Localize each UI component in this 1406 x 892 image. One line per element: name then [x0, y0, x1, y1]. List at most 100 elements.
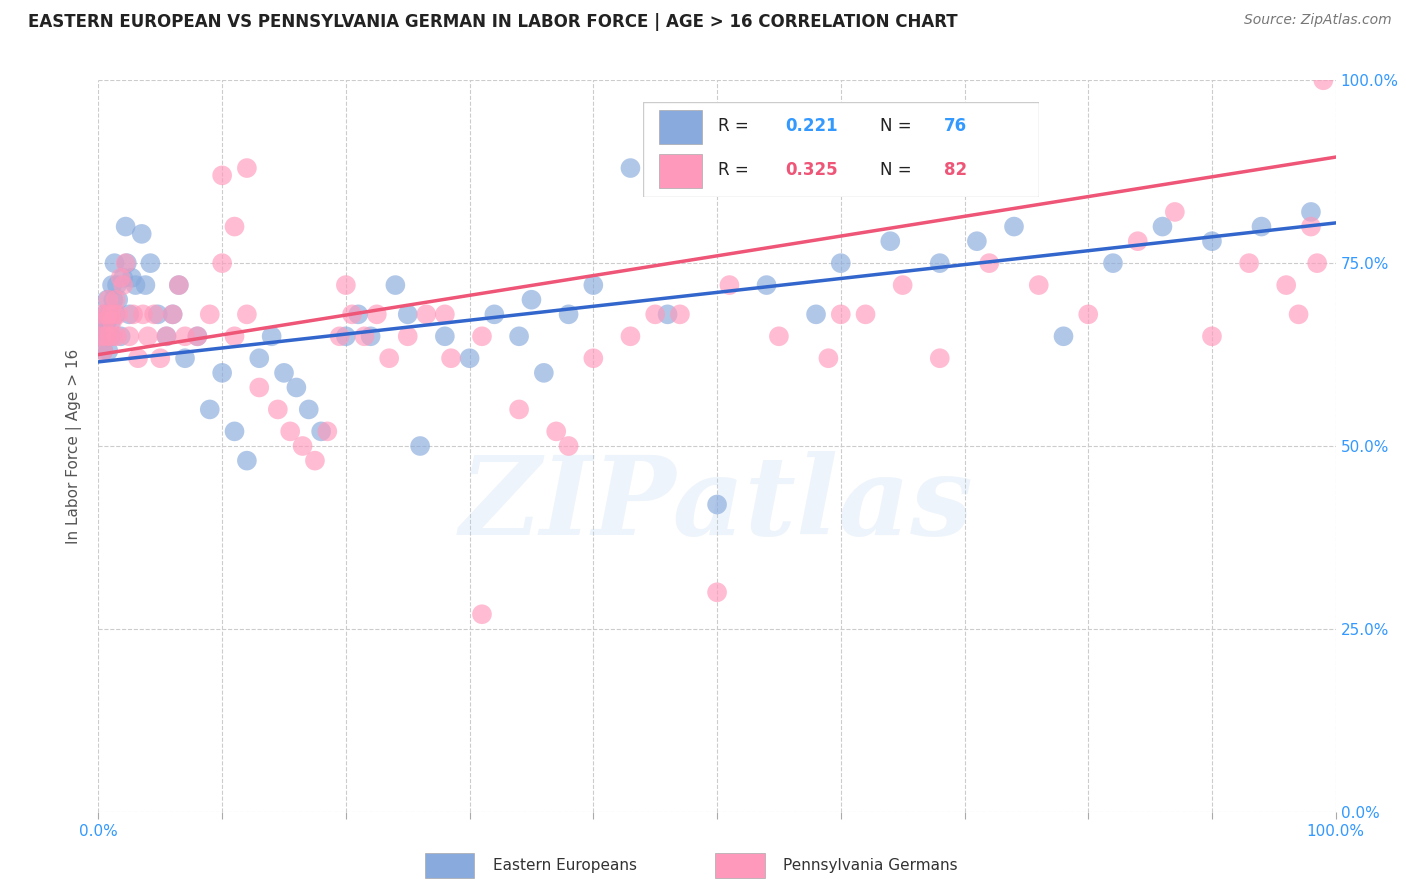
Point [247, 380, 270, 394]
Point [1077, 307, 1099, 321]
Point [112, 278, 135, 293]
Point [291, 439, 314, 453]
Point [236, 307, 259, 321]
Point [98, 329, 121, 343]
Point [103, 329, 125, 343]
Point [98, 329, 121, 343]
Point [174, 351, 197, 366]
Point [224, 329, 246, 343]
Text: 0.325: 0.325 [786, 161, 838, 179]
Point [100, 329, 122, 343]
Point [384, 278, 406, 293]
Point [546, 425, 568, 439]
Point [155, 329, 177, 343]
FancyBboxPatch shape [716, 853, 765, 878]
Point [94, 329, 117, 343]
Point [105, 329, 128, 343]
Point [121, 270, 143, 285]
Point [335, 278, 357, 293]
Point [1288, 307, 1310, 321]
Point [1102, 256, 1125, 270]
Point [804, 307, 827, 321]
Point [1250, 219, 1272, 234]
Point [122, 307, 145, 321]
Point [114, 256, 136, 270]
Y-axis label: In Labor Force | Age > 16: In Labor Force | Age > 16 [66, 349, 83, 543]
Text: N =: N = [880, 161, 917, 179]
Point [118, 329, 141, 343]
Point [309, 425, 332, 439]
Point [101, 315, 124, 329]
Text: ZIPatlas: ZIPatlas [460, 450, 974, 558]
Point [267, 402, 290, 417]
Point [817, 351, 839, 366]
Point [114, 219, 136, 234]
Text: Eastern Europeans: Eastern Europeans [492, 858, 637, 872]
FancyBboxPatch shape [425, 853, 474, 878]
Point [347, 307, 370, 321]
Point [484, 307, 506, 321]
Point [96, 293, 118, 307]
Point [97, 343, 120, 358]
Point [103, 256, 125, 270]
Point [93, 307, 115, 321]
Point [101, 278, 124, 293]
Point [830, 307, 852, 321]
Point [396, 307, 419, 321]
Point [340, 307, 363, 321]
Point [155, 329, 177, 343]
Point [1002, 219, 1025, 234]
Point [1201, 329, 1223, 343]
Point [335, 329, 357, 343]
Point [90, 329, 112, 343]
Point [131, 227, 153, 241]
Point [366, 307, 388, 321]
Point [471, 329, 494, 343]
Point [1312, 73, 1334, 87]
Point [162, 307, 184, 321]
Point [304, 453, 326, 467]
Point [415, 307, 437, 321]
Point [557, 307, 579, 321]
Point [100, 307, 122, 321]
Point [104, 293, 127, 307]
Point [146, 307, 169, 321]
Point [1126, 234, 1149, 248]
Point [162, 307, 184, 321]
Point [93, 322, 115, 336]
Point [718, 278, 741, 293]
Point [107, 307, 129, 321]
Text: 82: 82 [943, 161, 967, 179]
Point [755, 278, 778, 293]
Point [104, 307, 127, 321]
Point [93, 343, 115, 358]
Point [115, 256, 138, 270]
Point [396, 329, 419, 343]
Point [458, 351, 481, 366]
Point [103, 293, 125, 307]
Point [139, 256, 162, 270]
Point [1028, 278, 1050, 293]
Point [1299, 219, 1322, 234]
Point [118, 307, 141, 321]
Point [149, 351, 172, 366]
Point [236, 453, 259, 467]
Point [211, 366, 233, 380]
Point [236, 161, 259, 175]
Point [110, 270, 132, 285]
Point [706, 585, 728, 599]
Point [91, 307, 114, 321]
Point [211, 169, 233, 183]
Point [378, 351, 401, 366]
Point [360, 329, 382, 343]
FancyBboxPatch shape [658, 110, 702, 145]
Point [107, 293, 129, 307]
Point [706, 498, 728, 512]
Point [96, 315, 118, 329]
Point [440, 351, 463, 366]
Text: EASTERN EUROPEAN VS PENNSYLVANIA GERMAN IN LABOR FORCE | AGE > 16 CORRELATION CH: EASTERN EUROPEAN VS PENNSYLVANIA GERMAN … [28, 13, 957, 31]
Point [167, 278, 190, 293]
Point [186, 329, 208, 343]
Point [174, 329, 197, 343]
Point [97, 307, 120, 321]
